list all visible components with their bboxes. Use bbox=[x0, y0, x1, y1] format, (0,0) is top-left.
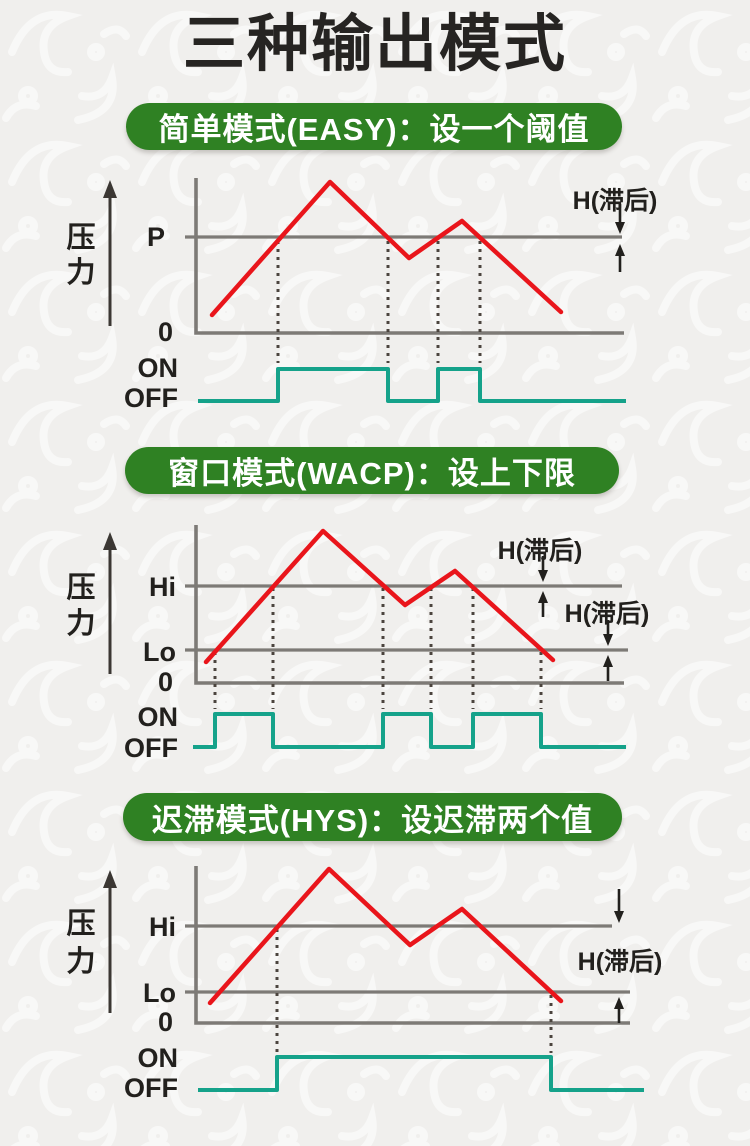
hysteresis-label: H(滞后) bbox=[498, 537, 583, 565]
pressure-axis-arrowhead bbox=[103, 532, 117, 550]
page-title: 三种输出模式 bbox=[182, 10, 567, 79]
hysteresis-arrowhead bbox=[603, 634, 613, 646]
pressure-axis-label: 力 bbox=[66, 607, 95, 640]
off-label: OFF bbox=[124, 1073, 178, 1103]
output-signal bbox=[198, 1055, 644, 1092]
on-label: ON bbox=[138, 1043, 179, 1073]
section-banner-hysteresis: 迟滞模式(HYS)：设迟滞两个值 bbox=[123, 793, 622, 841]
threshold-label-lo: Lo bbox=[143, 978, 176, 1008]
output-signal bbox=[198, 367, 626, 403]
axis bbox=[194, 866, 630, 1025]
hysteresis-arrowhead bbox=[614, 911, 624, 923]
hysteresis-arrowhead bbox=[615, 222, 625, 234]
pressure-axis-label: 压 bbox=[66, 222, 95, 254]
pressure-axis-label: 力 bbox=[66, 256, 95, 289]
section-banner-window-text: 窗口模式(WACP)：设上下限 bbox=[168, 456, 576, 491]
hysteresis-arrowhead bbox=[538, 570, 548, 582]
zero-label: 0 bbox=[158, 667, 173, 697]
section-banner-hysteresis-text: 迟滞模式(HYS)：设迟滞两个值 bbox=[151, 802, 594, 838]
pressure-curve bbox=[203, 528, 556, 665]
pressure-axis-label: 力 bbox=[66, 945, 95, 978]
off-label: OFF bbox=[124, 733, 178, 763]
threshold-label-hi: Hi bbox=[149, 572, 176, 602]
on-label: ON bbox=[138, 702, 179, 732]
zero-label: 0 bbox=[158, 317, 173, 347]
pressure-curve bbox=[209, 179, 564, 318]
pressure-axis-label: 压 bbox=[66, 908, 95, 940]
threshold-label-lo: Lo bbox=[143, 637, 176, 667]
off-label: OFF bbox=[124, 383, 178, 413]
hysteresis-arrowhead bbox=[614, 997, 624, 1009]
pressure-curve bbox=[207, 866, 564, 1006]
hysteresis-arrowhead bbox=[538, 591, 548, 603]
threshold-label-p: P bbox=[147, 222, 165, 252]
zero-label: 0 bbox=[158, 1007, 173, 1037]
hysteresis-label: H(滞后) bbox=[573, 187, 658, 215]
axis bbox=[194, 178, 624, 335]
section-banner-easy: 简单模式(EASY)：设一个阈值 bbox=[126, 103, 622, 150]
axis bbox=[194, 525, 624, 685]
output-signal bbox=[193, 712, 626, 749]
pressure-axis-arrowhead bbox=[103, 870, 117, 888]
pressure-axis-label: 压 bbox=[66, 572, 95, 604]
hysteresis-arrowhead bbox=[615, 244, 625, 256]
hysteresis-label: H(滞后) bbox=[578, 948, 663, 976]
pressure-axis-arrowhead bbox=[103, 180, 117, 198]
threshold-label-hi: Hi bbox=[149, 912, 176, 942]
section-banner-window: 窗口模式(WACP)：设上下限 bbox=[125, 447, 619, 494]
hysteresis-arrowhead bbox=[603, 655, 613, 667]
on-label: ON bbox=[138, 353, 179, 383]
section-banner-easy-text: 简单模式(EASY)：设一个阈值 bbox=[158, 112, 590, 147]
